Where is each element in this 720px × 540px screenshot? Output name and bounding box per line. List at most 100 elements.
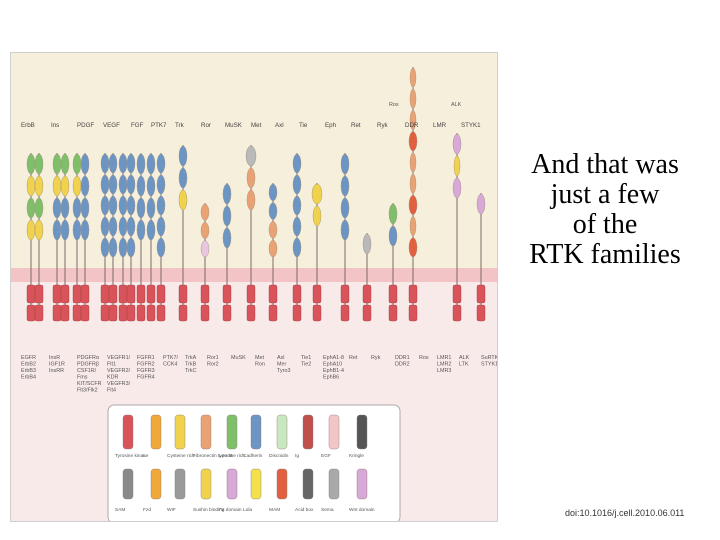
receptor-label: TrkB	[185, 362, 197, 368]
receptor-domain	[136, 175, 146, 197]
receptor-domain	[108, 237, 118, 258]
legend-label: WIF	[167, 507, 176, 513]
receptor-domain	[292, 153, 302, 174]
receptor-label: EphA1-8	[323, 355, 344, 361]
receptor	[452, 133, 462, 322]
receptor-label: FGFR1	[137, 355, 155, 361]
receptor-domain	[453, 155, 461, 177]
receptor-label: Ret	[349, 355, 358, 361]
receptor-label: Ryk	[371, 355, 381, 361]
family-label: VEGF	[103, 122, 120, 129]
receptor-label: ALK	[459, 355, 470, 361]
kinase-domain	[118, 284, 128, 304]
legend-label: Leucine rich	[219, 453, 245, 459]
plasma-membrane	[11, 268, 497, 282]
receptor-domain	[34, 219, 44, 241]
family-label: Tie	[299, 122, 308, 129]
legend-label: Kringle	[349, 453, 364, 459]
receptor-domain	[72, 153, 82, 175]
receptor	[60, 153, 70, 322]
receptor-domain	[408, 131, 418, 152]
receptor-label: VEGFR1/	[107, 355, 131, 361]
legend-label: Sema	[321, 507, 334, 513]
kinase-domain	[178, 284, 188, 304]
kinase-domain	[118, 304, 128, 322]
legend-swatch	[122, 468, 134, 500]
receptor-label: PDGFRβ	[77, 362, 99, 368]
receptor-label: FGFR4	[137, 375, 155, 381]
receptor	[476, 193, 486, 322]
kinase-domain	[34, 284, 44, 304]
caption-line-2: just a few	[550, 179, 660, 210]
family-label: Axl	[275, 122, 284, 129]
legend-swatch	[150, 468, 162, 500]
receptor-domain	[136, 219, 146, 241]
receptor-domain	[34, 197, 44, 219]
receptor-domain	[156, 237, 166, 258]
receptor	[52, 153, 62, 322]
kinase-domain	[388, 284, 398, 304]
receptor-domain	[60, 219, 70, 241]
kinase-domain	[340, 284, 350, 304]
receptor-domain	[388, 225, 398, 247]
receptor-label: ErbB2	[21, 362, 36, 368]
receptor-domain	[100, 195, 110, 216]
family-label: Trk	[175, 122, 185, 129]
kinase-domain	[292, 304, 302, 322]
legend-label: Sushin binding domain	[193, 507, 242, 513]
receptor-domain	[178, 145, 188, 167]
receptor-domain	[80, 175, 90, 197]
receptor-domain	[268, 221, 278, 239]
receptor-domain	[72, 175, 82, 197]
receptor-label: LMR2	[437, 362, 451, 368]
family-label: ErbB	[21, 122, 35, 129]
legend-swatch	[302, 414, 314, 450]
receptor-label: Ros	[419, 355, 429, 361]
receptor-label: Ror1	[207, 355, 219, 361]
receptor-domain	[246, 189, 256, 211]
kinase-domain	[246, 304, 256, 322]
receptor-label: SuRTK106/	[481, 355, 498, 361]
receptor-domain	[100, 174, 110, 195]
receptor-domain	[108, 153, 118, 174]
receptor-label: STYK1	[481, 362, 498, 368]
family-label: Met	[251, 122, 262, 129]
receptor-domain	[136, 153, 146, 175]
legend-label: Cysteine rich	[167, 453, 195, 459]
ros-label: Ros	[389, 102, 399, 108]
receptor-domain	[52, 175, 62, 197]
legend-label: Discoidin	[269, 453, 289, 459]
receptor-domain	[126, 216, 136, 237]
family-label: DDR	[405, 122, 419, 129]
kinase-domain	[26, 284, 36, 304]
kinase-domain	[156, 284, 166, 304]
legend-swatch	[328, 468, 340, 500]
receptor	[72, 153, 82, 322]
kinase-domain	[100, 284, 110, 304]
receptor	[408, 67, 418, 322]
receptor-domain	[118, 174, 128, 195]
receptor-label: Ror2	[207, 362, 219, 368]
family-label: Ror	[201, 122, 211, 129]
receptor-domain	[108, 195, 118, 216]
legend-swatch	[150, 414, 162, 450]
receptor-domain	[340, 219, 350, 241]
receptor-domain	[156, 174, 166, 195]
receptor-label: PTK7/	[163, 355, 178, 361]
receptor-domain	[452, 133, 462, 155]
family-label: STYK1	[461, 122, 481, 129]
receptor-domain	[268, 202, 278, 220]
receptor-domain	[52, 219, 62, 241]
receptor-domain	[136, 197, 146, 219]
kinase-domain	[408, 284, 418, 304]
receptor-domain	[156, 216, 166, 237]
legend-label: Acid box	[295, 507, 314, 513]
receptor-domain	[222, 227, 232, 249]
receptor	[80, 153, 90, 322]
receptor-label: Ron	[255, 362, 265, 368]
legend-swatch	[356, 414, 368, 450]
slide-caption: And that was just a few of the RTK famil…	[505, 150, 705, 270]
receptor-label: CSF1R/	[77, 368, 97, 374]
receptor-domain	[60, 153, 70, 175]
receptor-domain	[108, 174, 118, 195]
